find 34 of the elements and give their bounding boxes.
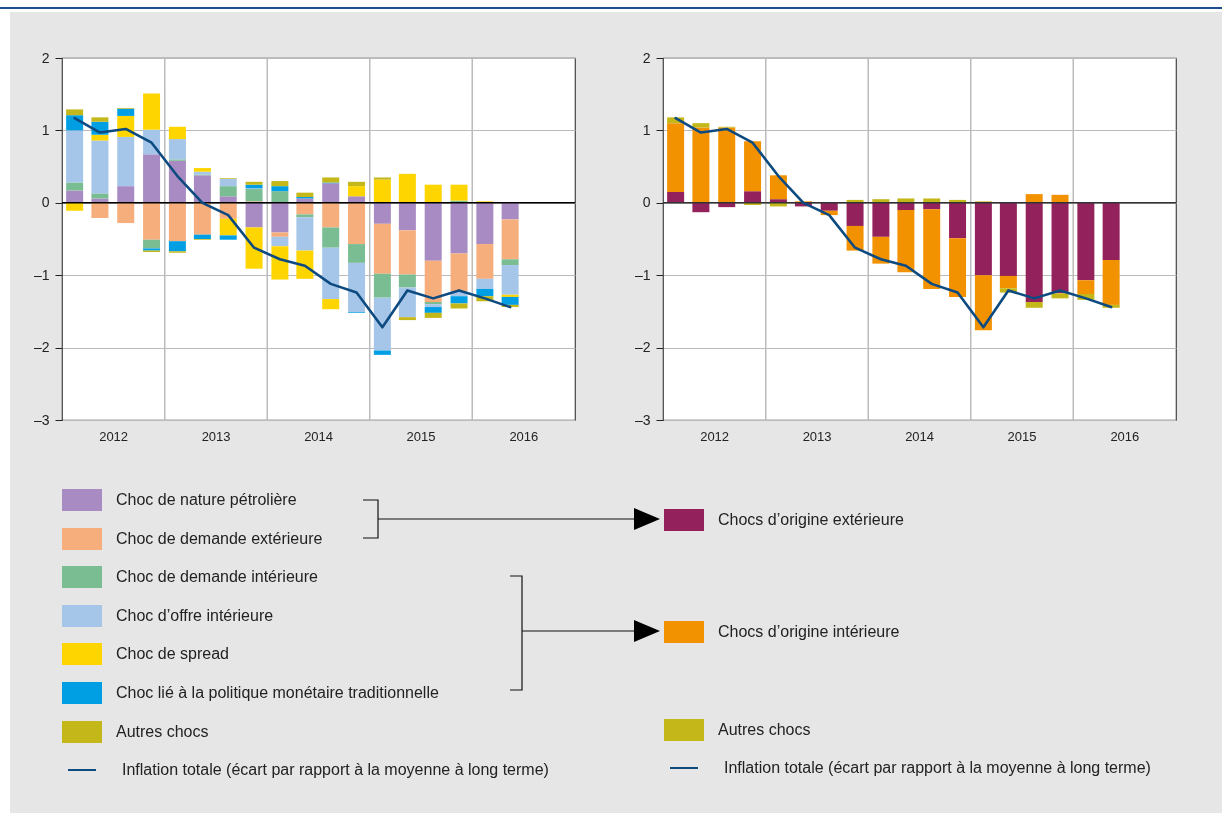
legend-label: Choc lié à la politique monétaire traditionnelle [116, 684, 439, 702]
x-tick-label: 2016 [509, 428, 539, 444]
legend-label: Choc de spread [116, 645, 229, 664]
y-tick-label: 0 [642, 194, 651, 211]
x-tick-label: 2012 [700, 428, 730, 444]
y-tick-label: –2 [33, 339, 50, 356]
legend-label: Choc de demande intérieure [116, 568, 318, 587]
legend-label: Autres chocs [116, 722, 209, 741]
y-tick-label: 2 [642, 49, 651, 66]
y-tick-label: –1 [634, 266, 651, 283]
x-tick-label: 2015 [1007, 428, 1037, 444]
x-tick-label: 2014 [905, 428, 935, 444]
x-tick-label: 2013 [201, 428, 231, 444]
y-tick-label: 1 [642, 121, 651, 138]
x-tick-label: 2015 [406, 428, 436, 444]
y-tick-label: –3 [33, 411, 50, 428]
legend-label: Choc de nature pétrolière [116, 491, 297, 509]
legend-label: Chocs d’origine intérieure [718, 623, 900, 641]
y-tick-label: –2 [634, 339, 651, 356]
legend-label: Inflation totale (écart par rapport à la moyenne à long terme) [724, 759, 1151, 777]
x-tick-label: 2012 [99, 428, 129, 444]
x-tick-label: 2013 [802, 428, 832, 444]
legend-label: Inflation totale (écart par rapport à la moyenne à long terme) [122, 761, 549, 780]
y-tick-label: 0 [41, 194, 50, 211]
legend-label: Autres chocs [718, 721, 811, 739]
x-tick-label: 2014 [304, 428, 334, 444]
x-tick-label: 2016 [1110, 428, 1140, 444]
legend-label: Choc d’offre intérieure [116, 606, 274, 625]
y-tick-label: 2 [41, 49, 50, 66]
y-tick-label: –1 [33, 266, 50, 283]
y-tick-label: –3 [634, 411, 651, 428]
legend-label: Choc de demande extérieure [116, 529, 323, 548]
y-tick-label: 1 [41, 121, 50, 138]
legend-label: Chocs d’origine extérieure [718, 511, 904, 529]
